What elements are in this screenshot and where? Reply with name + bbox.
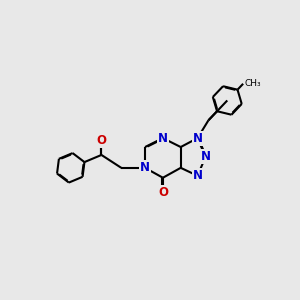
Text: N: N: [140, 161, 150, 174]
Text: O: O: [97, 134, 106, 147]
Text: CH₃: CH₃: [244, 79, 261, 88]
Text: O: O: [158, 186, 168, 199]
Text: N: N: [158, 132, 168, 145]
Text: N: N: [193, 132, 202, 145]
Text: N: N: [200, 150, 211, 164]
Text: N: N: [193, 169, 202, 182]
